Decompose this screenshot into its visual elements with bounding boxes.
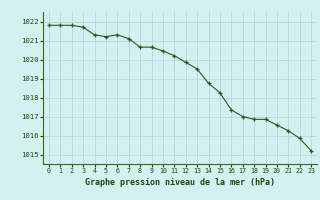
X-axis label: Graphe pression niveau de la mer (hPa): Graphe pression niveau de la mer (hPa) xyxy=(85,178,275,187)
